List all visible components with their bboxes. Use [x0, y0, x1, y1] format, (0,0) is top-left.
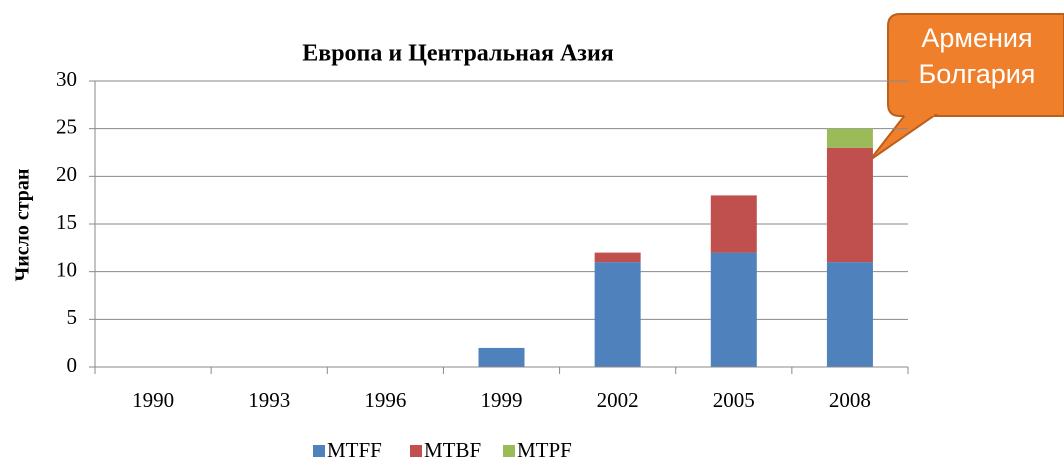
y-tick-label: 25 [56, 114, 77, 138]
bar-segment [710, 252, 757, 367]
bar-segment [826, 128, 873, 148]
annotation: Болгария [919, 59, 1036, 89]
y-tick-label: 20 [56, 162, 77, 186]
legend-swatch [313, 445, 325, 457]
x-tick-label: 2008 [829, 388, 871, 412]
y-tick-label: 10 [56, 257, 77, 281]
callout-box [887, 13, 1064, 117]
x-tick-label: 2002 [597, 388, 639, 412]
legend-label: MTPF [517, 438, 572, 462]
annotation: Армения [921, 23, 1032, 53]
x-tick-label: 2005 [713, 388, 755, 412]
bar-segment [826, 262, 873, 367]
chart-title: Европа и Центральная Азия [302, 41, 614, 67]
bar-segment [594, 262, 641, 367]
x-tick-label: 1996 [364, 388, 406, 412]
bar-segment [710, 195, 757, 253]
bar-segment [478, 347, 525, 367]
legend-swatch [503, 445, 515, 457]
legend-label: MTBF [424, 438, 481, 462]
bar-segment [594, 252, 641, 263]
x-tick-label: 1999 [481, 388, 523, 412]
y-axis-label: Число стран [12, 169, 34, 282]
y-tick-label: 5 [67, 305, 78, 329]
callout-pointer [869, 114, 939, 161]
bar-segment [826, 147, 873, 263]
y-tick-label: 15 [56, 210, 77, 234]
x-tick-label: 1993 [248, 388, 290, 412]
x-tick-label: 1990 [132, 388, 174, 412]
legend-swatch [410, 445, 422, 457]
y-tick-label: 0 [67, 353, 78, 377]
callout-joint [904, 110, 934, 116]
y-tick-label: 30 [56, 67, 77, 91]
legend-label: MTFF [327, 438, 382, 462]
